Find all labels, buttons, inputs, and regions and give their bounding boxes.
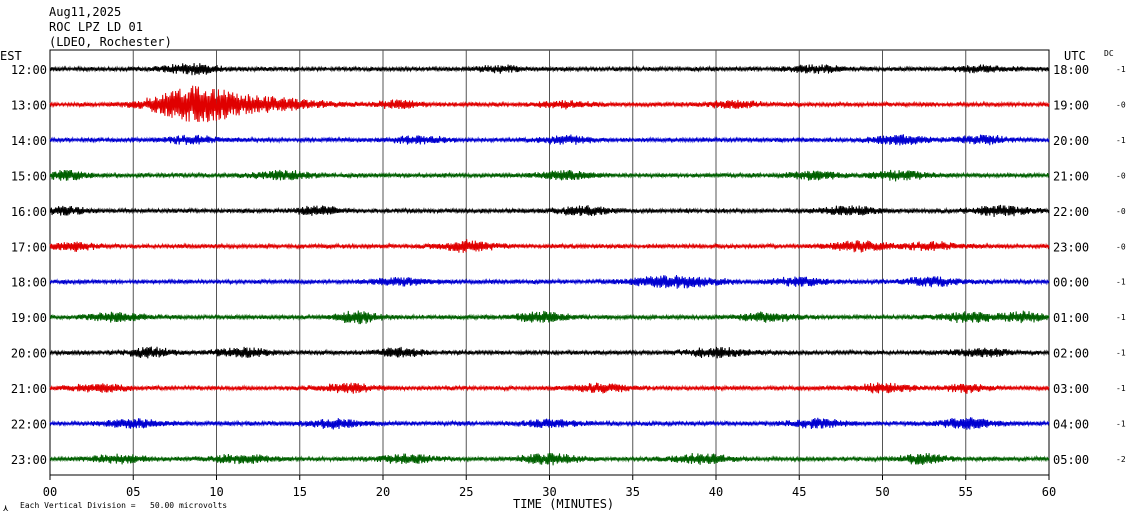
- trace-line: [49, 134, 1050, 146]
- dc-offset-label: -1: [1116, 278, 1126, 287]
- footer-icon: ⋏: [2, 504, 9, 514]
- est-time-label: 12:00: [11, 63, 47, 77]
- trace-line: [49, 239, 1050, 253]
- x-tick-label: 45: [792, 485, 806, 499]
- trace-line: [49, 204, 1050, 218]
- traces: [49, 63, 1050, 466]
- dc-offset-label: -2: [1116, 455, 1126, 464]
- est-time-label: 15:00: [11, 169, 47, 183]
- est-time-label: 14:00: [11, 134, 47, 148]
- utc-time-label: 19:00: [1053, 98, 1089, 112]
- header-network: (LDEO, Rochester): [49, 35, 172, 49]
- row-labels: 12:00 18:00 -1 13:00 19:00 -0 14:00 20:00 -1 15:0…: [11, 63, 1126, 467]
- trace-line: [49, 310, 1050, 325]
- utc-time-label: 20:00: [1053, 134, 1089, 148]
- est-time-label: 19:00: [11, 311, 47, 325]
- est-time-label: 20:00: [11, 347, 47, 361]
- dc-offset-label: -1: [1116, 136, 1126, 145]
- x-tick-label: 15: [293, 485, 307, 499]
- dc-offset-label: -1: [1116, 384, 1126, 393]
- x-tick-label: 20: [376, 485, 390, 499]
- trace-line: [49, 452, 1050, 466]
- utc-time-label: 21:00: [1053, 169, 1089, 183]
- utc-time-label: 01:00: [1053, 311, 1089, 325]
- est-time-label: 17:00: [11, 240, 47, 254]
- trace-line: [49, 63, 1050, 76]
- trace-line: [49, 169, 1050, 182]
- est-time-label: 18:00: [11, 276, 47, 290]
- trace-line: [49, 346, 1050, 359]
- header-station: ROC LPZ LD 01: [49, 20, 143, 34]
- dc-offset-label: -0: [1116, 242, 1126, 251]
- utc-time-label: 18:00: [1053, 63, 1089, 77]
- trace-line: [49, 274, 1050, 289]
- est-time-label: 23:00: [11, 453, 47, 467]
- trace-line: [49, 382, 1050, 394]
- x-axis-title: TIME (MINUTES): [513, 497, 614, 511]
- x-tick-label: 10: [209, 485, 223, 499]
- x-tick-label: 30: [542, 485, 556, 499]
- est-time-label: 16:00: [11, 205, 47, 219]
- utc-time-label: 03:00: [1053, 382, 1089, 396]
- scale-note: Each Vertical Division = 50.00 microvolt…: [20, 501, 227, 510]
- utc-time-label: 05:00: [1053, 453, 1089, 467]
- utc-time-label: 02:00: [1053, 347, 1089, 361]
- est-time-label: 21:00: [11, 382, 47, 396]
- x-tick-label: 50: [875, 485, 889, 499]
- x-tick-label: 35: [626, 485, 640, 499]
- x-tick-label: 00: [43, 485, 57, 499]
- dc-offset-label: -0: [1116, 100, 1126, 109]
- dc-column-label: DC: [1104, 49, 1114, 58]
- dc-offset-label: -1: [1116, 420, 1126, 429]
- utc-time-label: 04:00: [1053, 418, 1089, 432]
- grid: [49, 49, 1050, 480]
- dc-offset-label: -1: [1116, 349, 1126, 358]
- est-time-label: 22:00: [11, 418, 47, 432]
- right-zone-label: UTC: [1064, 49, 1086, 63]
- est-time-label: 13:00: [11, 98, 47, 112]
- x-tick-label: 55: [959, 485, 973, 499]
- x-tick-label: 25: [459, 485, 473, 499]
- dc-offset-label: -1: [1116, 65, 1126, 74]
- dc-offset-label: -0: [1116, 171, 1126, 180]
- x-tick-label: 60: [1042, 485, 1056, 499]
- left-zone-label: EST: [0, 49, 22, 63]
- x-axis-ticks: 00 05 10 15 20 25 30 35 40 45 50 55 60: [43, 485, 1056, 499]
- x-tick-label: 05: [126, 485, 140, 499]
- utc-time-label: 00:00: [1053, 276, 1089, 290]
- header-date: Aug11,2025: [49, 5, 121, 19]
- dc-offset-label: -1: [1116, 313, 1126, 322]
- trace-line: [49, 85, 1050, 123]
- dc-offset-label: -0: [1116, 207, 1126, 216]
- trace-line: [49, 417, 1050, 430]
- utc-time-label: 23:00: [1053, 240, 1089, 254]
- x-tick-label: 40: [709, 485, 723, 499]
- utc-time-label: 22:00: [1053, 205, 1089, 219]
